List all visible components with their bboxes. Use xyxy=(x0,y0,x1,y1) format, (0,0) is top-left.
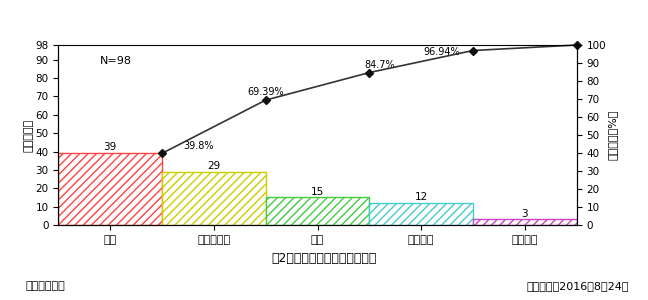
Text: 图2、防火涂料质量问题排列图: 图2、防火涂料质量问题排列图 xyxy=(272,252,376,265)
Y-axis label: 频数（个）: 频数（个） xyxy=(24,118,34,152)
Bar xyxy=(369,203,473,225)
Text: 39: 39 xyxy=(104,142,117,152)
Bar xyxy=(473,220,577,225)
Text: 制图时间：2016年8月24日: 制图时间：2016年8月24日 xyxy=(526,281,629,291)
Text: 3: 3 xyxy=(522,208,528,219)
Text: 29: 29 xyxy=(207,161,220,171)
Text: N=98: N=98 xyxy=(100,56,132,66)
Text: 84.7%: 84.7% xyxy=(364,60,395,70)
Text: 15: 15 xyxy=(311,187,324,196)
Text: 12: 12 xyxy=(415,192,428,202)
Bar xyxy=(266,197,369,225)
Text: 96.94%: 96.94% xyxy=(424,47,460,57)
Y-axis label: 累计频率（%）: 累计频率（%） xyxy=(607,110,618,160)
Text: 39.8%: 39.8% xyxy=(183,141,214,151)
Text: 制图人：叶田: 制图人：叶田 xyxy=(26,281,65,291)
Bar xyxy=(162,172,266,225)
Bar xyxy=(58,153,162,225)
Text: 69.39%: 69.39% xyxy=(248,87,284,97)
